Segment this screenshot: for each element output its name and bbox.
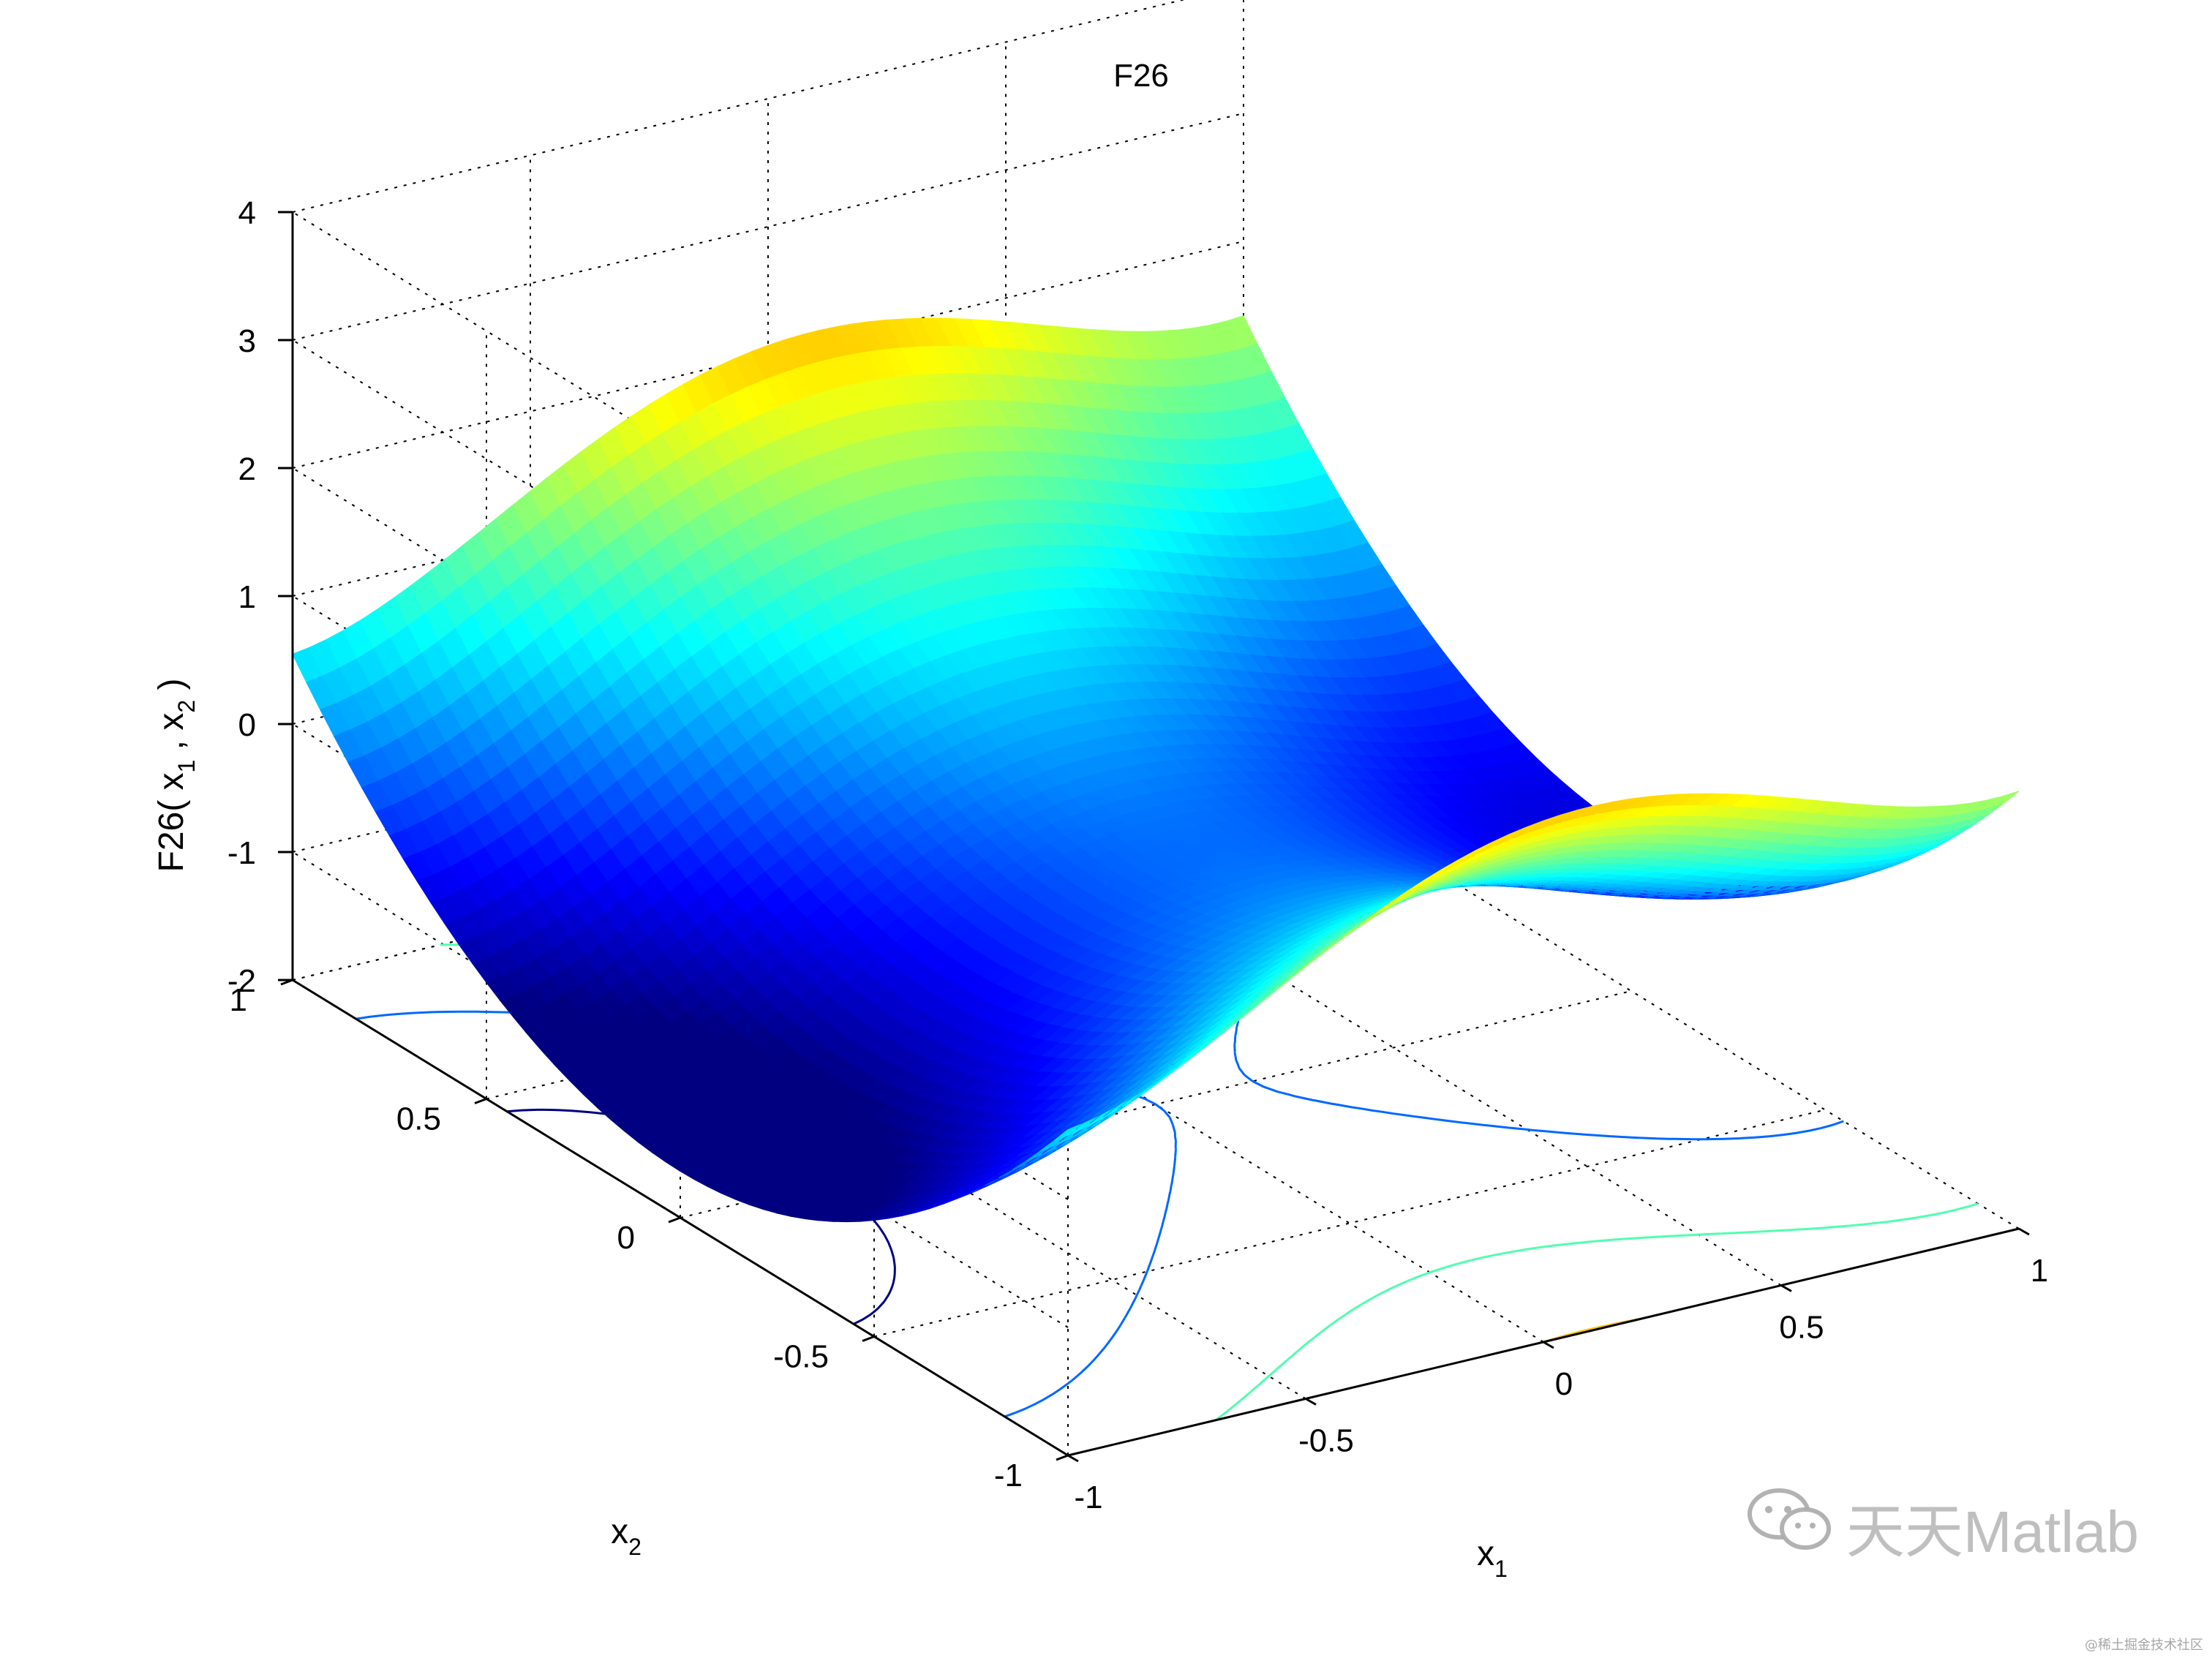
z-axis-label: F26( x1 , x2 )	[152, 679, 200, 873]
axes: -1-0.500.51-1-0.500.51-2-101234x1x2F26( …	[152, 195, 2048, 1582]
x-tick-mark	[1067, 1454, 1079, 1463]
watermark-text: 天天Matlab	[1846, 1499, 2139, 1564]
y-tick-mark	[862, 1335, 875, 1342]
surface-facet	[1987, 791, 2020, 808]
x-tick-mark	[1305, 1398, 1317, 1406]
grid-line-y	[873, 1109, 1826, 1338]
x-tick-mark	[1543, 1341, 1554, 1349]
y-tick-mark	[474, 1098, 487, 1104]
x-tick-label: -1	[1074, 1480, 1102, 1515]
y-tick-label: 0	[617, 1220, 635, 1256]
y-tick-label: 0.5	[396, 1101, 441, 1137]
grid-line-z	[292, 0, 1186, 213]
z-tick-label: 4	[238, 195, 256, 231]
z-tick-label: 1	[238, 579, 256, 615]
z-tick-label: 0	[238, 707, 256, 743]
x-tick-label: -0.5	[1298, 1423, 1354, 1459]
y-tick-mark	[668, 1216, 681, 1224]
y-tick-label: -1	[994, 1458, 1023, 1493]
grid-line-z	[292, 241, 1244, 469]
x-tick-label: 1	[2031, 1253, 2048, 1289]
chart-title: F26	[1113, 58, 1169, 94]
z-tick-label: 2	[238, 451, 256, 487]
watermark: 天天Matlab	[1745, 1483, 2139, 1570]
wechat-icon	[1745, 1483, 1833, 1570]
grid-line-y	[292, 753, 1244, 981]
y-axis-label: x2	[611, 1512, 642, 1560]
x-tick-mark	[1780, 1284, 1792, 1292]
x-axis-label: x1	[1477, 1534, 1508, 1582]
y-tick-label: 1	[230, 982, 247, 1018]
z-tick-label: 3	[238, 323, 256, 359]
x-tick-mark	[2018, 1227, 2030, 1236]
x-tick-label: 0	[1555, 1366, 1573, 1402]
grid-line-z	[292, 113, 1244, 341]
z-tick-label: -2	[227, 963, 256, 999]
y-tick-label: -0.5	[773, 1339, 829, 1375]
x-tick-label: 0.5	[1779, 1310, 1824, 1346]
footer-credit: @稀土掘金技术社区	[2085, 1638, 2203, 1653]
surface	[292, 315, 2020, 1223]
z-tick-label: -1	[227, 835, 256, 871]
y-tick-mark	[1056, 1454, 1069, 1461]
